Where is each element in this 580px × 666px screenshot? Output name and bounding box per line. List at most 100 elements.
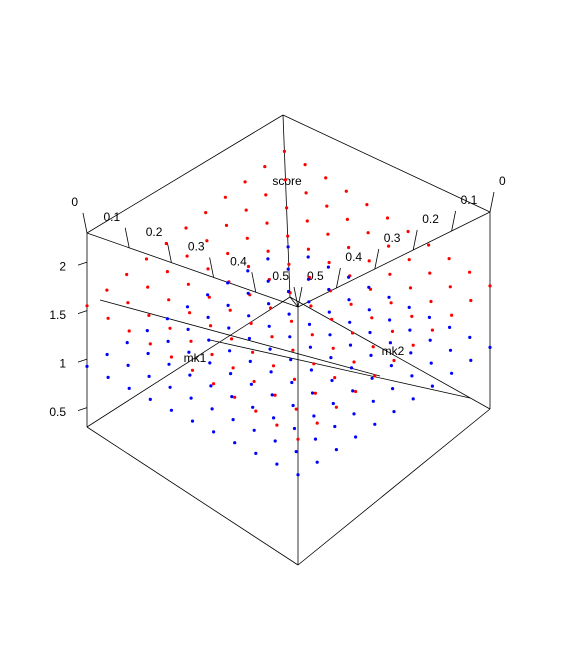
point-series1-3-9 <box>168 385 172 389</box>
point-series0-7-9 <box>252 379 256 384</box>
point-series0-4-7 <box>228 308 232 312</box>
y-tick-mark-3 <box>374 248 380 270</box>
point-series1-2-1 <box>306 277 311 281</box>
point-series0-7-4 <box>349 302 353 306</box>
point-series1-1-10 <box>106 375 110 379</box>
z-tick-label-2: 1.5 <box>49 308 66 322</box>
point-series0-8-8 <box>292 377 297 381</box>
point-series1-2-4 <box>247 314 251 318</box>
point-series0-5-2 <box>347 245 351 250</box>
point-series0-7-5 <box>330 317 334 321</box>
point-series1-10-9 <box>315 460 319 464</box>
y-tick-mark-2 <box>412 229 418 251</box>
point-series0-1-7 <box>165 270 169 274</box>
point-series0-2-6 <box>206 267 210 271</box>
point-series0-7-7 <box>291 348 295 352</box>
point-series1-10-1 <box>469 358 473 362</box>
point-series0-2-2 <box>285 206 289 210</box>
point-series1-10-7 <box>354 435 358 439</box>
point-series1-9-9 <box>294 450 298 454</box>
point-series0-9-1 <box>448 285 452 289</box>
z-tick-mark-1 <box>77 358 88 363</box>
point-series0-5-9 <box>210 352 214 357</box>
point-series1-4-3 <box>307 322 312 326</box>
point-series1-7-5 <box>330 378 334 383</box>
point-series1-5-7 <box>249 382 253 386</box>
point-series0-5-8 <box>230 337 234 341</box>
point-series1-2-7 <box>187 350 191 354</box>
point-series0-10-9 <box>315 421 319 425</box>
point-series1-5-3 <box>328 333 332 337</box>
point-series0-7-10 <box>233 395 237 399</box>
z-tick-label-0: 0.5 <box>49 405 66 419</box>
point-series1-8-7 <box>312 414 316 418</box>
x-tick-mark-2 <box>167 242 172 263</box>
point-series0-9-10 <box>275 423 279 427</box>
box-edge-6 <box>86 114 284 234</box>
point-series1-4-6 <box>248 359 252 363</box>
box-edge-7 <box>282 114 491 213</box>
point-series1-9-6 <box>352 412 356 416</box>
box-edge-11 <box>282 114 291 298</box>
point-series1-4-1 <box>347 298 351 302</box>
point-series1-4-2 <box>327 310 331 314</box>
point-series1-1-5 <box>206 315 210 319</box>
point-series1-4-9 <box>189 396 193 400</box>
point-series0-1-5 <box>205 239 209 243</box>
point-series1-2-3 <box>267 302 271 306</box>
point-series1-6-7 <box>270 393 274 397</box>
point-series0-3-7 <box>207 295 211 299</box>
y-tick-label-5: 0.5 <box>307 269 324 283</box>
point-series0-8-0 <box>447 257 451 261</box>
point-series0-1-2 <box>264 193 268 197</box>
point-series1-4-5 <box>268 347 272 351</box>
point-series0-0-6 <box>164 241 168 246</box>
point-series0-10-4 <box>411 343 415 347</box>
point-series1-0-4 <box>206 293 210 297</box>
z-tick-label-3: 2 <box>59 259 66 273</box>
point-series0-8-6 <box>331 346 335 350</box>
point-series1-3-1 <box>327 287 331 292</box>
point-series0-4-2 <box>326 232 330 236</box>
point-series0-2-0 <box>324 176 328 180</box>
point-series1-10-4 <box>411 397 415 401</box>
point-series0-5-7 <box>249 321 253 325</box>
point-series0-7-1 <box>407 258 411 262</box>
point-series1-10-0 <box>488 345 492 349</box>
point-series1-9-5 <box>371 399 375 403</box>
point-series0-9-0 <box>468 270 472 274</box>
point-series0-0-1 <box>263 165 267 169</box>
point-series0-7-0 <box>427 243 431 247</box>
point-series0-3-8 <box>188 311 192 315</box>
point-series1-7-4 <box>349 366 354 370</box>
point-series1-4-10 <box>169 408 173 412</box>
point-series0-10-0 <box>488 284 492 288</box>
z-tick-mark-0 <box>77 407 88 411</box>
point-series0-9-6 <box>352 360 356 364</box>
y-tick-label-1: 0.1 <box>461 193 478 207</box>
point-series1-8-4 <box>370 376 374 380</box>
point-series0-10-5 <box>392 358 396 363</box>
point-series1-3-4 <box>267 324 271 328</box>
point-series1-8-2 <box>409 351 413 355</box>
box-edge-2 <box>86 296 291 428</box>
point-series0-1-3 <box>244 208 248 212</box>
x-tick-mark-1 <box>124 227 130 248</box>
z-tick-mark-3 <box>77 261 88 266</box>
point-series1-7-6 <box>310 391 315 395</box>
point-series1-7-10 <box>233 441 237 445</box>
point-series0-4-3 <box>306 247 310 251</box>
point-series0-6-10 <box>212 382 216 386</box>
point-series1-3-0 <box>347 275 351 279</box>
point-series1-1-0 <box>306 255 310 259</box>
point-series1-2-9 <box>147 374 151 378</box>
point-series1-5-4 <box>308 345 312 349</box>
point-series0-10-3 <box>430 328 434 332</box>
z-tick-label-1: 1 <box>59 356 66 370</box>
point-series1-6-5 <box>309 368 313 372</box>
point-series0-0-7 <box>144 257 149 261</box>
point-series1-9-3 <box>410 374 414 378</box>
point-series1-10-10 <box>296 473 300 477</box>
point-series1-0-9 <box>105 352 109 357</box>
